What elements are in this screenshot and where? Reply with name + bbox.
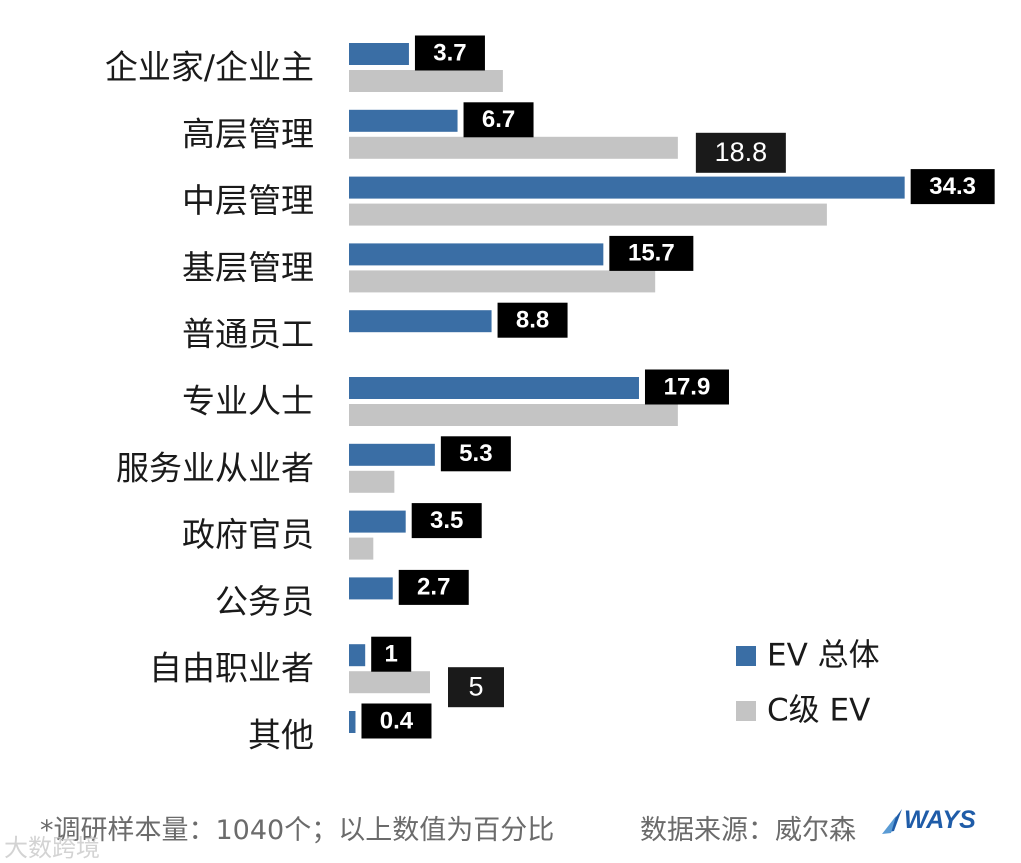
legend: EV 总体 C级 EV xyxy=(736,638,880,729)
value-label-box xyxy=(695,132,786,173)
bar-ev-total xyxy=(349,510,406,533)
value-label-box xyxy=(463,102,534,138)
bar-c-class-ev xyxy=(349,404,678,426)
bar-c-class-ev xyxy=(349,203,827,226)
bar-ev-total xyxy=(349,577,393,600)
category-label: 自由职业者 xyxy=(149,649,314,688)
value-label-c-class-ev: 5 xyxy=(468,671,483,701)
ways-swoosh-icon xyxy=(882,808,902,834)
category-label: 中层管理 xyxy=(182,181,314,220)
bar-chart: 企业家/企业主高层管理中层管理基层管理普通员工专业人士服务业从业者政府官员公务员… xyxy=(105,35,995,755)
value-label-box xyxy=(440,436,511,472)
watermark: 大数跨境 xyxy=(4,834,100,862)
bar-ev-total xyxy=(349,176,905,199)
category-label: 企业家/企业主 xyxy=(105,48,314,87)
bar-c-class-ev xyxy=(349,270,656,293)
bar-ev-total xyxy=(349,43,409,65)
bar-ev-total xyxy=(349,711,356,733)
value-label-box xyxy=(644,369,729,405)
value-label-ev-total: 34.3 xyxy=(929,173,976,200)
legend-label-c-class-ev: C级 EV xyxy=(767,693,870,729)
bar-ev-total xyxy=(349,243,604,266)
category-label: 专业人士 xyxy=(182,382,314,421)
value-label-ev-total: 0.4 xyxy=(380,707,414,734)
bar-c-class-ev xyxy=(349,671,430,694)
value-label-box xyxy=(361,703,432,739)
legend-swatch-c-class-ev xyxy=(736,701,756,721)
value-label-box xyxy=(497,302,568,338)
bar-ev-total xyxy=(349,377,639,399)
category-label: 政府官员 xyxy=(182,515,314,554)
value-label-box xyxy=(448,667,504,708)
category-label: 普通员工 xyxy=(182,315,314,354)
bar-c-class-ev xyxy=(349,136,678,159)
legend-label-ev-total: EV 总体 xyxy=(767,638,880,674)
bar-c-class-ev xyxy=(349,470,395,493)
value-label-box xyxy=(371,636,412,672)
category-labels: 企业家/企业主高层管理中层管理基层管理普通员工专业人士服务业从业者政府官员公务员… xyxy=(105,48,314,755)
value-label-box xyxy=(609,235,694,271)
value-label-ev-total: 8.8 xyxy=(516,307,549,334)
value-label-ev-total: 1 xyxy=(385,641,398,668)
ways-logo: WAYS xyxy=(882,806,976,835)
bar-c-class-ev xyxy=(349,537,374,560)
data-source-note: 数据来源：威尔森 xyxy=(640,815,856,846)
value-label-ev-total: 3.7 xyxy=(433,39,466,66)
category-label: 公务员 xyxy=(215,582,314,621)
value-labels: 3.7 6.7 18.8 34.3 15.7 8.8 17.9 5.3 3.5 2.7 1 5 0.4 xyxy=(361,35,995,739)
value-label-ev-total: 15.7 xyxy=(628,240,675,267)
bar-ev-total xyxy=(349,644,366,667)
value-label-c-class-ev: 18.8 xyxy=(715,137,768,167)
ways-logo-text: WAYS xyxy=(904,806,976,834)
category-label: 其他 xyxy=(248,716,314,755)
value-label-ev-total: 17.9 xyxy=(664,373,711,400)
bar-ev-total xyxy=(349,443,435,466)
value-label-box xyxy=(910,169,995,205)
bar-c-class-ev xyxy=(349,70,503,92)
bar-ev-total xyxy=(349,109,458,132)
category-label: 基层管理 xyxy=(182,248,314,287)
value-label-ev-total: 2.7 xyxy=(417,574,450,601)
sample-size-footnote: *调研样本量：1040个；以上数值为百分比 xyxy=(40,815,555,846)
bars xyxy=(349,43,905,733)
value-label-ev-total: 6.7 xyxy=(482,106,515,133)
value-label-box xyxy=(411,503,482,539)
bar-ev-total xyxy=(349,310,492,333)
value-label-box xyxy=(398,569,469,605)
category-label: 高层管理 xyxy=(182,114,314,153)
value-label-box xyxy=(414,35,485,71)
category-label: 服务业从业者 xyxy=(116,448,314,487)
value-label-ev-total: 3.5 xyxy=(430,507,463,534)
legend-swatch-ev-total xyxy=(736,646,756,666)
value-label-ev-total: 5.3 xyxy=(459,440,492,467)
